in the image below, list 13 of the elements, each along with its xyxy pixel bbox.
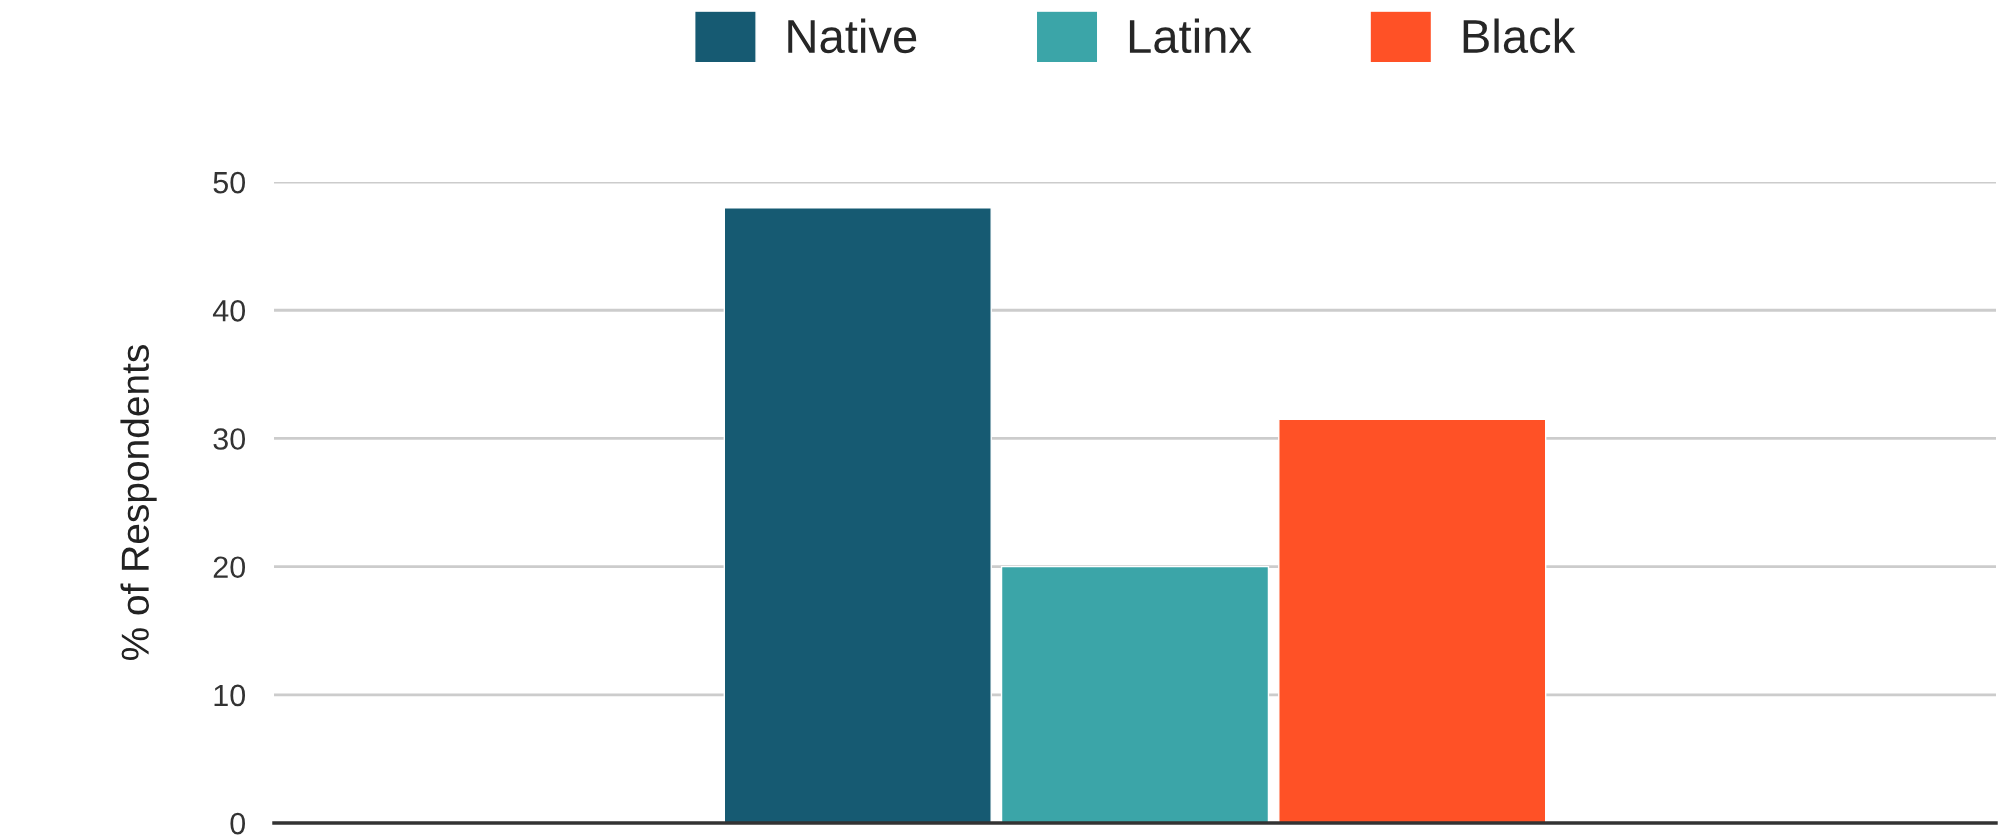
legend-label: Native (788, 18, 917, 54)
bar (723, 207, 992, 824)
y-tick-label: 40 (212, 300, 246, 322)
bar (1278, 418, 1547, 824)
y-tick-label: 30 (213, 428, 246, 450)
legend-label: Black (1463, 18, 1576, 54)
y-tick-label: 50 (213, 171, 246, 194)
y-tick-label: 0 (230, 812, 246, 835)
y-axis-title: % of Respondents (120, 345, 157, 661)
legend-label: Latinx (1129, 18, 1252, 54)
bar (1000, 565, 1270, 824)
y-tick-label: 20 (213, 556, 246, 579)
y-tick-label: 10 (214, 684, 246, 707)
